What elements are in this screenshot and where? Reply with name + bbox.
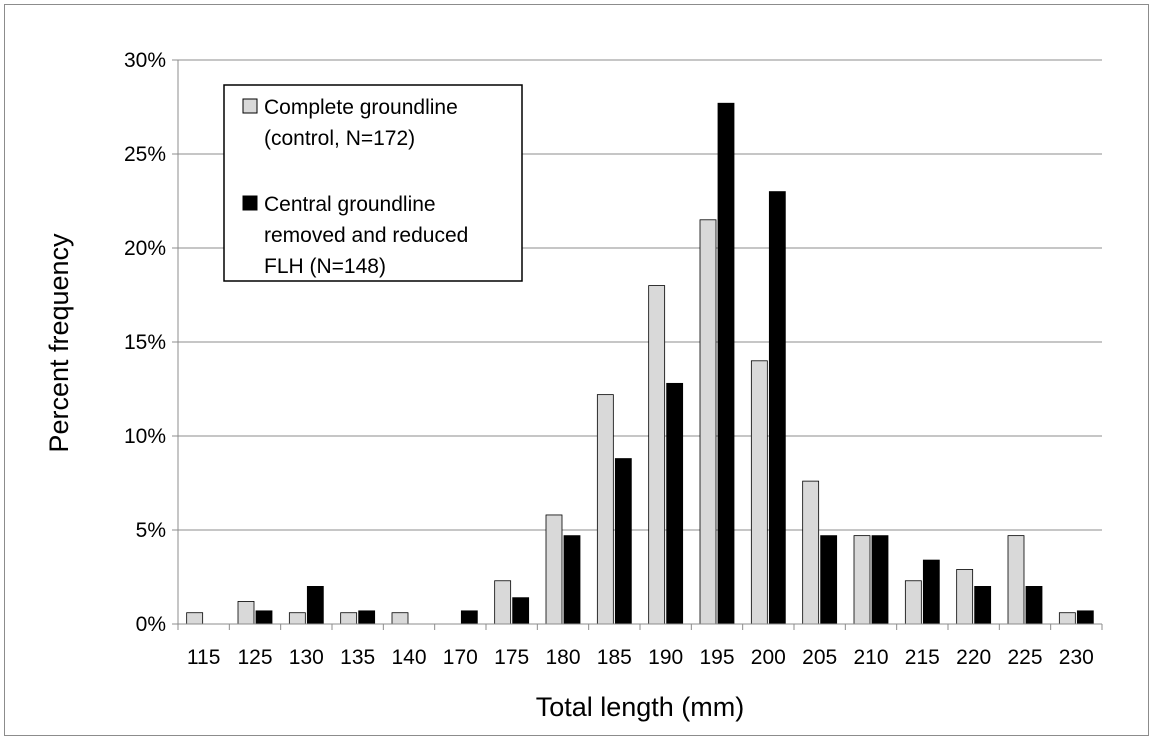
bar-control: [391, 612, 409, 625]
x-tick-label: 205: [802, 646, 837, 669]
y-tick-label: 5%: [136, 519, 166, 542]
bar-treatment: [820, 535, 838, 625]
bar-control: [904, 580, 922, 625]
legend-label-control-line2: (control, N=172): [264, 127, 415, 150]
bar-treatment: [358, 610, 376, 625]
y-tick-label: 0%: [136, 613, 166, 636]
legend-label-treatment-line3: FLH (N=148): [264, 255, 386, 278]
bar-control: [699, 219, 717, 625]
bar-control: [1058, 612, 1076, 625]
bar-treatment: [255, 610, 273, 625]
x-tick-label: 170: [443, 646, 478, 669]
x-tick-label: 230: [1059, 646, 1094, 669]
legend-swatch-treatment: [242, 195, 258, 211]
y-tick-label: 30%: [124, 49, 166, 72]
x-tick-label: 140: [391, 646, 426, 669]
bar-treatment: [563, 535, 581, 625]
y-tick-label: 20%: [124, 237, 166, 260]
bar-treatment: [460, 610, 478, 625]
bar-control: [802, 480, 820, 625]
y-tick-labels: 0% 5% 10% 15% 20% 25% 30%: [124, 49, 166, 636]
y-tick-label: 10%: [124, 425, 166, 448]
bar-treatment: [666, 382, 684, 625]
x-tick-label: 195: [699, 646, 734, 669]
x-tick-label: 210: [853, 646, 888, 669]
y-axis-title: Percent frequency: [44, 233, 74, 453]
x-tick-label: 115: [187, 646, 220, 669]
bar-control: [1007, 535, 1025, 625]
x-tick-label: 220: [956, 646, 991, 669]
bar-treatment: [512, 597, 530, 625]
y-tick-label: 25%: [124, 143, 166, 166]
x-tick-label: 125: [237, 646, 272, 669]
x-axis-title: Total length (mm): [536, 692, 745, 722]
bar-control: [494, 580, 512, 625]
x-tick-label: 200: [751, 646, 786, 669]
bar-control: [853, 535, 871, 625]
x-tick-label: 215: [905, 646, 940, 669]
bar-treatment: [717, 102, 735, 625]
bar-treatment: [1025, 586, 1043, 625]
legend-label-treatment-line2: removed and reduced: [264, 224, 468, 247]
bar-treatment: [922, 559, 940, 625]
bar-treatment: [306, 586, 324, 625]
x-tick-label: 130: [289, 646, 324, 669]
bar-control: [648, 285, 666, 625]
bar-control: [750, 360, 768, 625]
bar-control: [288, 612, 306, 625]
legend-label-control-line1: Complete groundline: [264, 96, 458, 119]
axes: [177, 60, 1103, 630]
x-tick-label: 175: [494, 646, 529, 669]
bar-treatment: [1076, 610, 1094, 625]
bar-control: [545, 514, 563, 625]
x-tick-labels: 115 125 130 135 140 170 175 180 185 190 195 200 205 2…: [187, 646, 1094, 669]
y-tick-label: 15%: [124, 331, 166, 354]
x-tick-label: 180: [545, 646, 580, 669]
bar-control: [186, 612, 204, 625]
x-tick-label: 135: [340, 646, 375, 669]
legend-label-treatment-line1: Central groundline: [264, 193, 436, 216]
legend: Complete groundline (control, N=172) Cen…: [223, 84, 523, 282]
bar-control: [596, 394, 614, 625]
bar-treatment: [974, 586, 992, 625]
legend-swatch-control: [242, 98, 258, 114]
legend-box: [223, 84, 523, 282]
bar-control: [237, 601, 255, 625]
x-tick-label: 190: [648, 646, 683, 669]
bar-control: [956, 569, 974, 625]
bar-treatment: [614, 458, 632, 625]
x-tick-label: 225: [1007, 646, 1042, 669]
x-tick-label: 185: [597, 646, 632, 669]
bar-control: [340, 612, 358, 625]
bar-treatment: [768, 191, 786, 625]
bar-treatment: [871, 535, 889, 625]
